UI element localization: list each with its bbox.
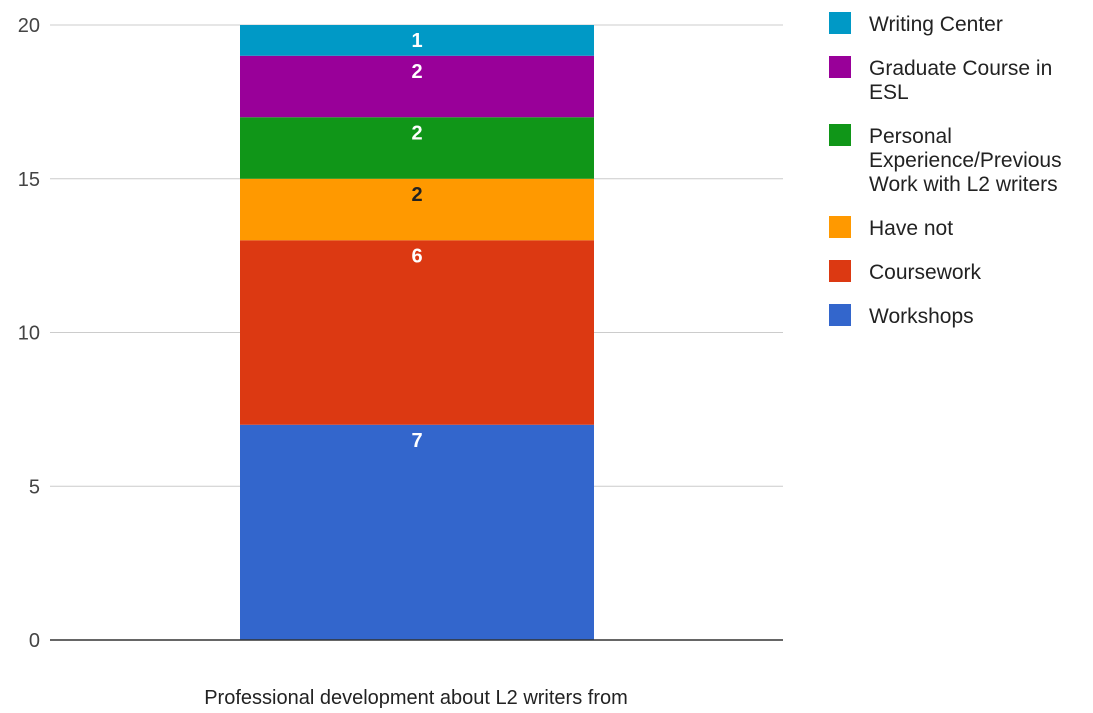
bar-segment-5	[240, 25, 594, 56]
y-axis-ticks: 0 5 10 15 20	[18, 15, 40, 652]
data-label-0: 7	[411, 430, 422, 452]
bar-segment-3	[240, 117, 594, 179]
bar-segment-0	[240, 424, 594, 640]
y-tick-label-10: 10	[18, 323, 40, 345]
data-label-4: 2	[411, 61, 422, 83]
legend-swatch-0	[829, 12, 851, 34]
legend: Writing Center Graduate Course in ESL Perso…	[829, 12, 1062, 328]
legend-label-2: Personal Experience/Previous Work with L2 …	[869, 125, 1062, 196]
data-label-3: 2	[411, 122, 422, 144]
legend-swatch-4	[829, 260, 851, 282]
y-tick-label-5: 5	[29, 476, 40, 498]
legend-label-4: Coursework	[869, 261, 982, 284]
legend-swatch-3	[829, 216, 851, 238]
legend-swatch-1	[829, 56, 851, 78]
data-label-5: 1	[411, 30, 422, 52]
bar-segment-2	[240, 178, 594, 241]
legend-swatch-2	[829, 124, 851, 146]
bar-segment-1	[240, 240, 594, 425]
y-tick-label-20: 20	[18, 15, 40, 37]
data-label-1: 6	[411, 245, 422, 267]
y-tick-label-0: 0	[29, 630, 40, 652]
bar-stack: 7 6 2 2 2 1	[240, 25, 594, 640]
bar-segment-4	[240, 55, 594, 118]
legend-label-1: Graduate Course in ESL	[869, 57, 1052, 104]
legend-swatch-5	[829, 304, 851, 326]
y-tick-label-15: 15	[18, 169, 40, 191]
legend-label-5: Workshops	[869, 305, 974, 328]
legend-label-3: Have not	[869, 217, 953, 240]
x-axis-label: Professional development about L2 writer…	[204, 687, 628, 709]
data-label-2: 2	[411, 184, 422, 206]
legend-label-0: Writing Center	[869, 13, 1003, 36]
